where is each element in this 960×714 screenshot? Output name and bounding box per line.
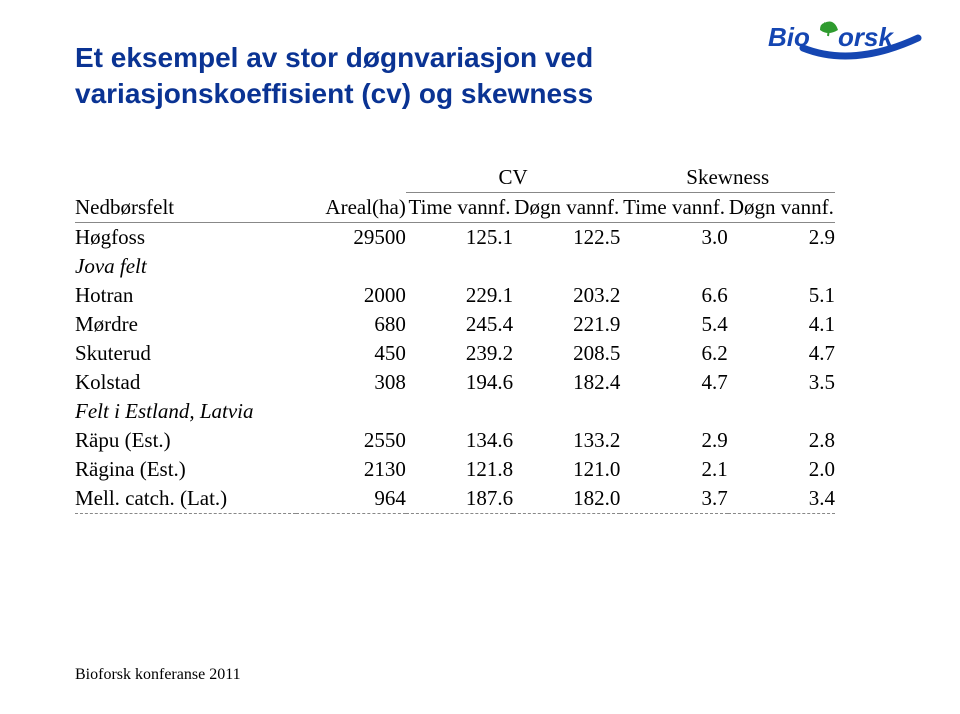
- row-area: 29500: [296, 222, 406, 252]
- bioforsk-logo: Bio orsk: [768, 18, 938, 80]
- row-sk-time: 6.6: [620, 281, 727, 310]
- row-cv-time: 121.8: [406, 455, 513, 484]
- row-sk-dogn: 4.1: [728, 310, 835, 339]
- row-sk-time: 3.7: [620, 484, 727, 514]
- row-cv-dogn: 182.4: [513, 368, 620, 397]
- row-label: Skuterud: [75, 339, 296, 368]
- header-group-row: CV Skewness: [75, 163, 835, 193]
- row-cv-dogn: [513, 252, 620, 281]
- row-area: [296, 252, 406, 281]
- row-cv-dogn: [513, 397, 620, 426]
- row-cv-dogn: 122.5: [513, 222, 620, 252]
- row-sk-time: 4.7: [620, 368, 727, 397]
- row-cv-time: 187.6: [406, 484, 513, 514]
- footer-text: Bioforsk konferanse 2011: [75, 666, 241, 684]
- table-row: Mell. catch. (Lat.)964187.6182.03.73.4: [75, 484, 835, 514]
- row-sk-dogn: 2.9: [728, 222, 835, 252]
- slide: Bio orsk Et eksempel av stor døgnvariasj…: [0, 0, 960, 714]
- row-cv-dogn: 182.0: [513, 484, 620, 514]
- table-body: Høgfoss29500125.1122.53.02.9Jova feltHot…: [75, 222, 835, 513]
- row-sk-time: 2.1: [620, 455, 727, 484]
- row-cv-dogn: 221.9: [513, 310, 620, 339]
- row-sk-dogn: 5.1: [728, 281, 835, 310]
- row-sk-dogn: 2.8: [728, 426, 835, 455]
- row-area: 2130: [296, 455, 406, 484]
- row-area: 964: [296, 484, 406, 514]
- row-cv-time: [406, 252, 513, 281]
- table-row: Skuterud450239.2208.56.24.7: [75, 339, 835, 368]
- row-sk-dogn: [728, 397, 835, 426]
- row-label: Hotran: [75, 281, 296, 310]
- row-sk-dogn: 3.4: [728, 484, 835, 514]
- header-time-1: Time vannf.: [406, 192, 513, 222]
- row-sk-time: [620, 252, 727, 281]
- table-row: Mørdre680245.4221.95.44.1: [75, 310, 835, 339]
- table-row: Kolstad308194.6182.44.73.5: [75, 368, 835, 397]
- row-cv-time: 239.2: [406, 339, 513, 368]
- row-cv-dogn: 208.5: [513, 339, 620, 368]
- row-cv-dogn: 121.0: [513, 455, 620, 484]
- header-dogn-2: Døgn vannf.: [728, 192, 835, 222]
- header-dogn-1: Døgn vannf.: [513, 192, 620, 222]
- row-cv-time: 125.1: [406, 222, 513, 252]
- header-areal: Areal(ha): [296, 192, 406, 222]
- header-time-2: Time vannf.: [620, 192, 727, 222]
- table-row: Høgfoss29500125.1122.53.02.9: [75, 222, 835, 252]
- row-sk-time: 6.2: [620, 339, 727, 368]
- row-label: Mørdre: [75, 310, 296, 339]
- row-area: 450: [296, 339, 406, 368]
- row-cv-time: 245.4: [406, 310, 513, 339]
- row-label: Kolstad: [75, 368, 296, 397]
- row-sk-dogn: 3.5: [728, 368, 835, 397]
- row-area: [296, 397, 406, 426]
- row-cv-dogn: 203.2: [513, 281, 620, 310]
- row-cv-time: [406, 397, 513, 426]
- title-line-2: variasjonskoeffisient (cv) og skewness: [75, 78, 593, 109]
- row-sk-time: [620, 397, 727, 426]
- header-cv: CV: [406, 163, 621, 193]
- row-area: 308: [296, 368, 406, 397]
- row-cv-time: 134.6: [406, 426, 513, 455]
- table-row: Jova felt: [75, 252, 835, 281]
- row-sk-time: 5.4: [620, 310, 727, 339]
- row-label: Felt i Estland, Latvia: [75, 397, 296, 426]
- data-table: CV Skewness Nedbørsfelt Areal(ha) Time v…: [75, 163, 835, 514]
- slide-title: Et eksempel av stor døgnvariasjon ved va…: [75, 40, 775, 113]
- row-label: Jova felt: [75, 252, 296, 281]
- row-sk-dogn: [728, 252, 835, 281]
- row-area: 680: [296, 310, 406, 339]
- row-cv-dogn: 133.2: [513, 426, 620, 455]
- row-cv-time: 194.6: [406, 368, 513, 397]
- header-nedborsfelt: Nedbørsfelt: [75, 192, 296, 222]
- row-label: Mell. catch. (Lat.): [75, 484, 296, 514]
- row-cv-time: 229.1: [406, 281, 513, 310]
- table-row: Felt i Estland, Latvia: [75, 397, 835, 426]
- row-sk-time: 3.0: [620, 222, 727, 252]
- header-main-row: Nedbørsfelt Areal(ha) Time vannf. Døgn v…: [75, 192, 835, 222]
- row-sk-dogn: 4.7: [728, 339, 835, 368]
- row-label: Räpu (Est.): [75, 426, 296, 455]
- title-line-1: Et eksempel av stor døgnvariasjon ved: [75, 42, 593, 73]
- row-area: 2000: [296, 281, 406, 310]
- row-sk-time: 2.9: [620, 426, 727, 455]
- row-area: 2550: [296, 426, 406, 455]
- header-skewness: Skewness: [620, 163, 835, 193]
- table-row: Rägina (Est.)2130121.8121.02.12.0: [75, 455, 835, 484]
- row-label: Høgfoss: [75, 222, 296, 252]
- row-label: Rägina (Est.): [75, 455, 296, 484]
- table-row: Räpu (Est.)2550134.6133.22.92.8: [75, 426, 835, 455]
- table-row: Hotran2000229.1203.26.65.1: [75, 281, 835, 310]
- row-sk-dogn: 2.0: [728, 455, 835, 484]
